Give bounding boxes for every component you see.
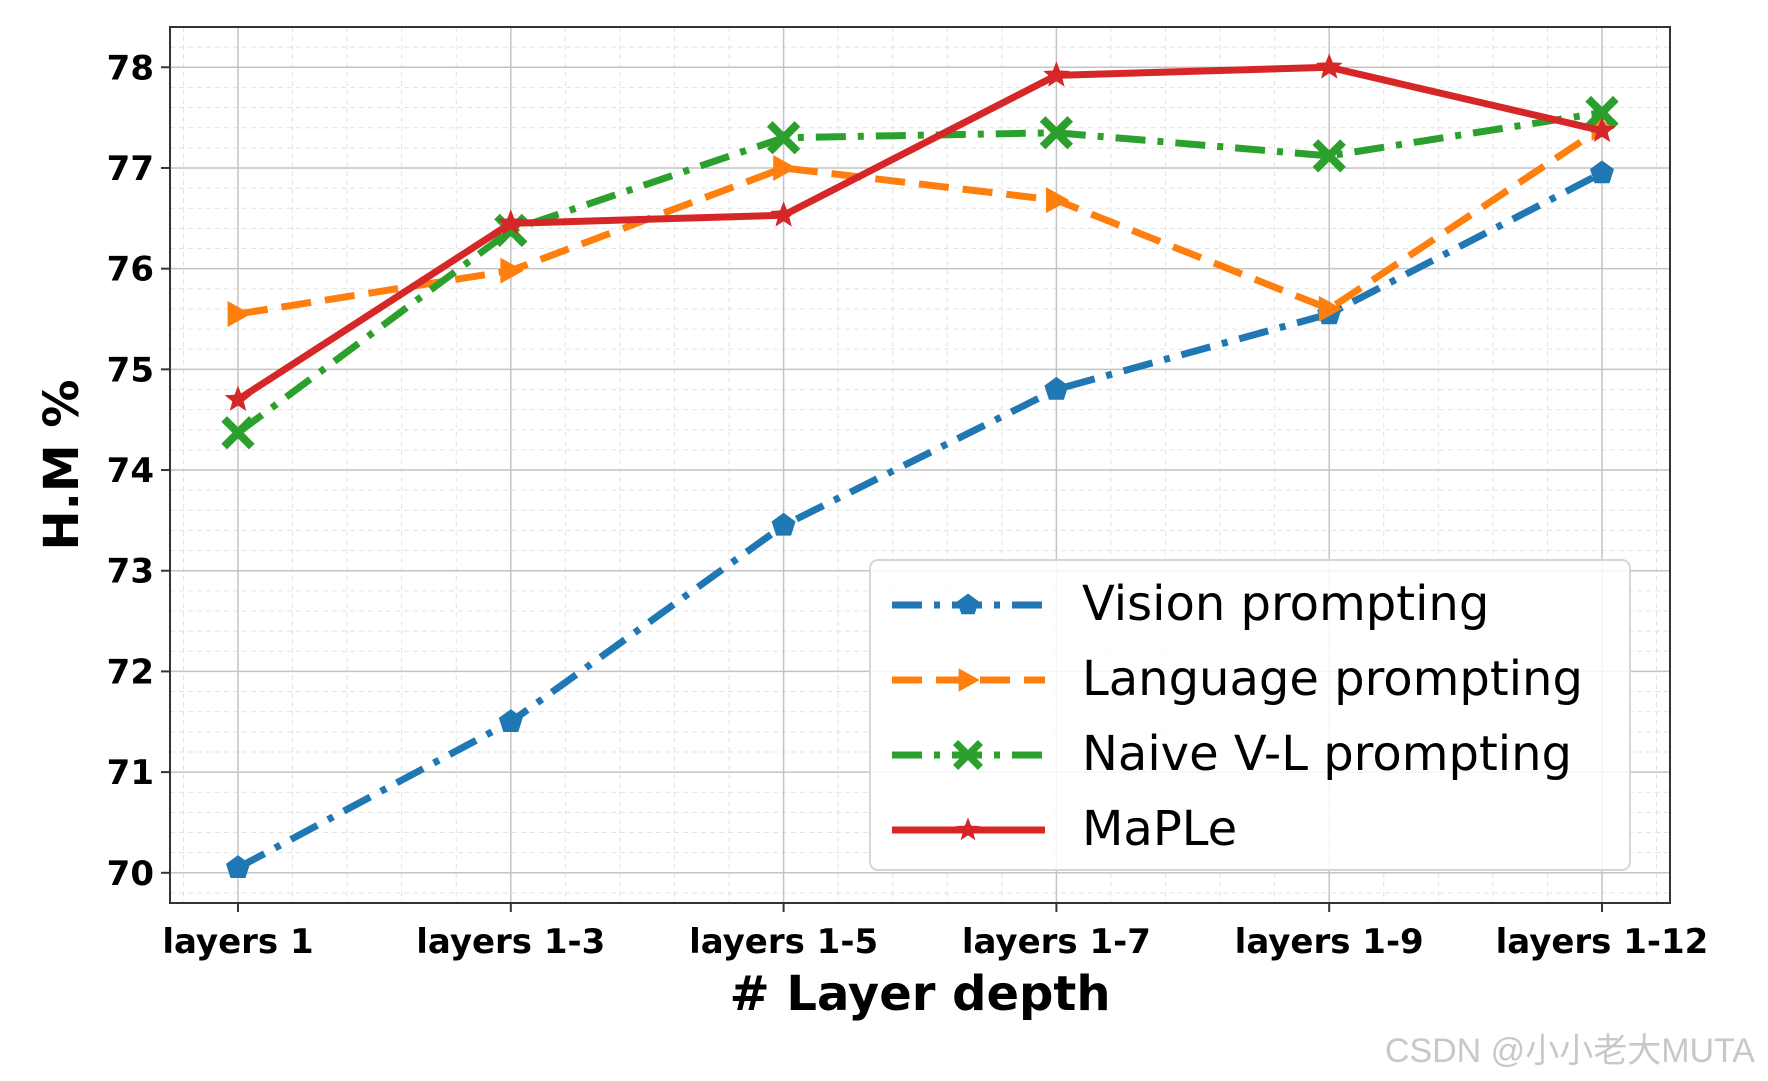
y-tick-label: 75 bbox=[107, 350, 154, 390]
legend-marker bbox=[953, 740, 983, 770]
legend-marker bbox=[958, 668, 980, 692]
data-point bbox=[1315, 53, 1343, 79]
x-tick-label: layers 1-5 bbox=[689, 922, 878, 962]
tick-layer: 70 71 72 73 74 75 76 77 78 layers 1 layers 1-3 laye… bbox=[107, 48, 1709, 962]
data-point bbox=[497, 209, 525, 235]
plot-frame bbox=[169, 26, 1671, 904]
y-tick-label: 77 bbox=[107, 149, 154, 189]
y-tick-label: 78 bbox=[107, 48, 154, 88]
data-point bbox=[1585, 95, 1619, 130]
data-point bbox=[1039, 116, 1074, 150]
legend-label: Vision prompting bbox=[1082, 576, 1489, 632]
y-tick-label: 71 bbox=[107, 753, 154, 793]
x-tick-label: layers 1-7 bbox=[962, 922, 1151, 962]
y-tick-label: 76 bbox=[107, 250, 154, 290]
series-line bbox=[235, 109, 1603, 436]
series-line bbox=[236, 169, 1604, 871]
legend-marker bbox=[956, 817, 980, 841]
legend: Vision prompting Language prompting Naive … bbox=[869, 559, 1631, 871]
y-axis-label: H.M % bbox=[34, 380, 90, 551]
y-tick-label: 74 bbox=[107, 451, 154, 491]
data-point bbox=[1312, 139, 1346, 173]
legend-label: Language prompting bbox=[1082, 651, 1583, 707]
series-maple bbox=[224, 53, 1616, 411]
data-point bbox=[1590, 160, 1614, 184]
data-point bbox=[766, 121, 801, 155]
y-tick-label: 72 bbox=[107, 652, 154, 692]
x-tick-label: layers 1-9 bbox=[1235, 922, 1424, 962]
legend-marker bbox=[957, 593, 979, 615]
y-tick-label: 73 bbox=[107, 552, 154, 592]
watermark: CSDN @小小老大MUTA bbox=[1385, 1032, 1755, 1070]
legend-label: Naive V-L prompting bbox=[1082, 726, 1572, 782]
legend-label: MaPLe bbox=[1082, 801, 1237, 857]
y-tick-label: 70 bbox=[107, 854, 154, 894]
x-tick-label: layers 1-12 bbox=[1496, 922, 1709, 962]
series-line bbox=[237, 124, 1604, 318]
data-point bbox=[498, 709, 523, 732]
series-language-prompting bbox=[227, 114, 1615, 327]
data-point bbox=[773, 154, 797, 181]
x-tick-label: layers 1 bbox=[162, 922, 313, 962]
data-point bbox=[500, 257, 524, 284]
data-point bbox=[1044, 376, 1069, 400]
series-line bbox=[236, 63, 1603, 403]
data-point bbox=[1318, 295, 1343, 322]
data-point bbox=[1046, 187, 1070, 214]
data-point bbox=[224, 385, 252, 411]
data-point bbox=[1043, 61, 1070, 87]
x-axis-label: # Layer depth bbox=[729, 966, 1110, 1022]
data-point bbox=[227, 300, 251, 327]
series-layer bbox=[221, 53, 1619, 878]
x-tick-label: layers 1-3 bbox=[416, 922, 605, 962]
data-point bbox=[226, 855, 250, 878]
data-point bbox=[771, 512, 796, 536]
data-point bbox=[221, 416, 255, 450]
data-point bbox=[770, 201, 797, 227]
legend-box bbox=[869, 559, 1631, 871]
data-point bbox=[1588, 116, 1616, 142]
